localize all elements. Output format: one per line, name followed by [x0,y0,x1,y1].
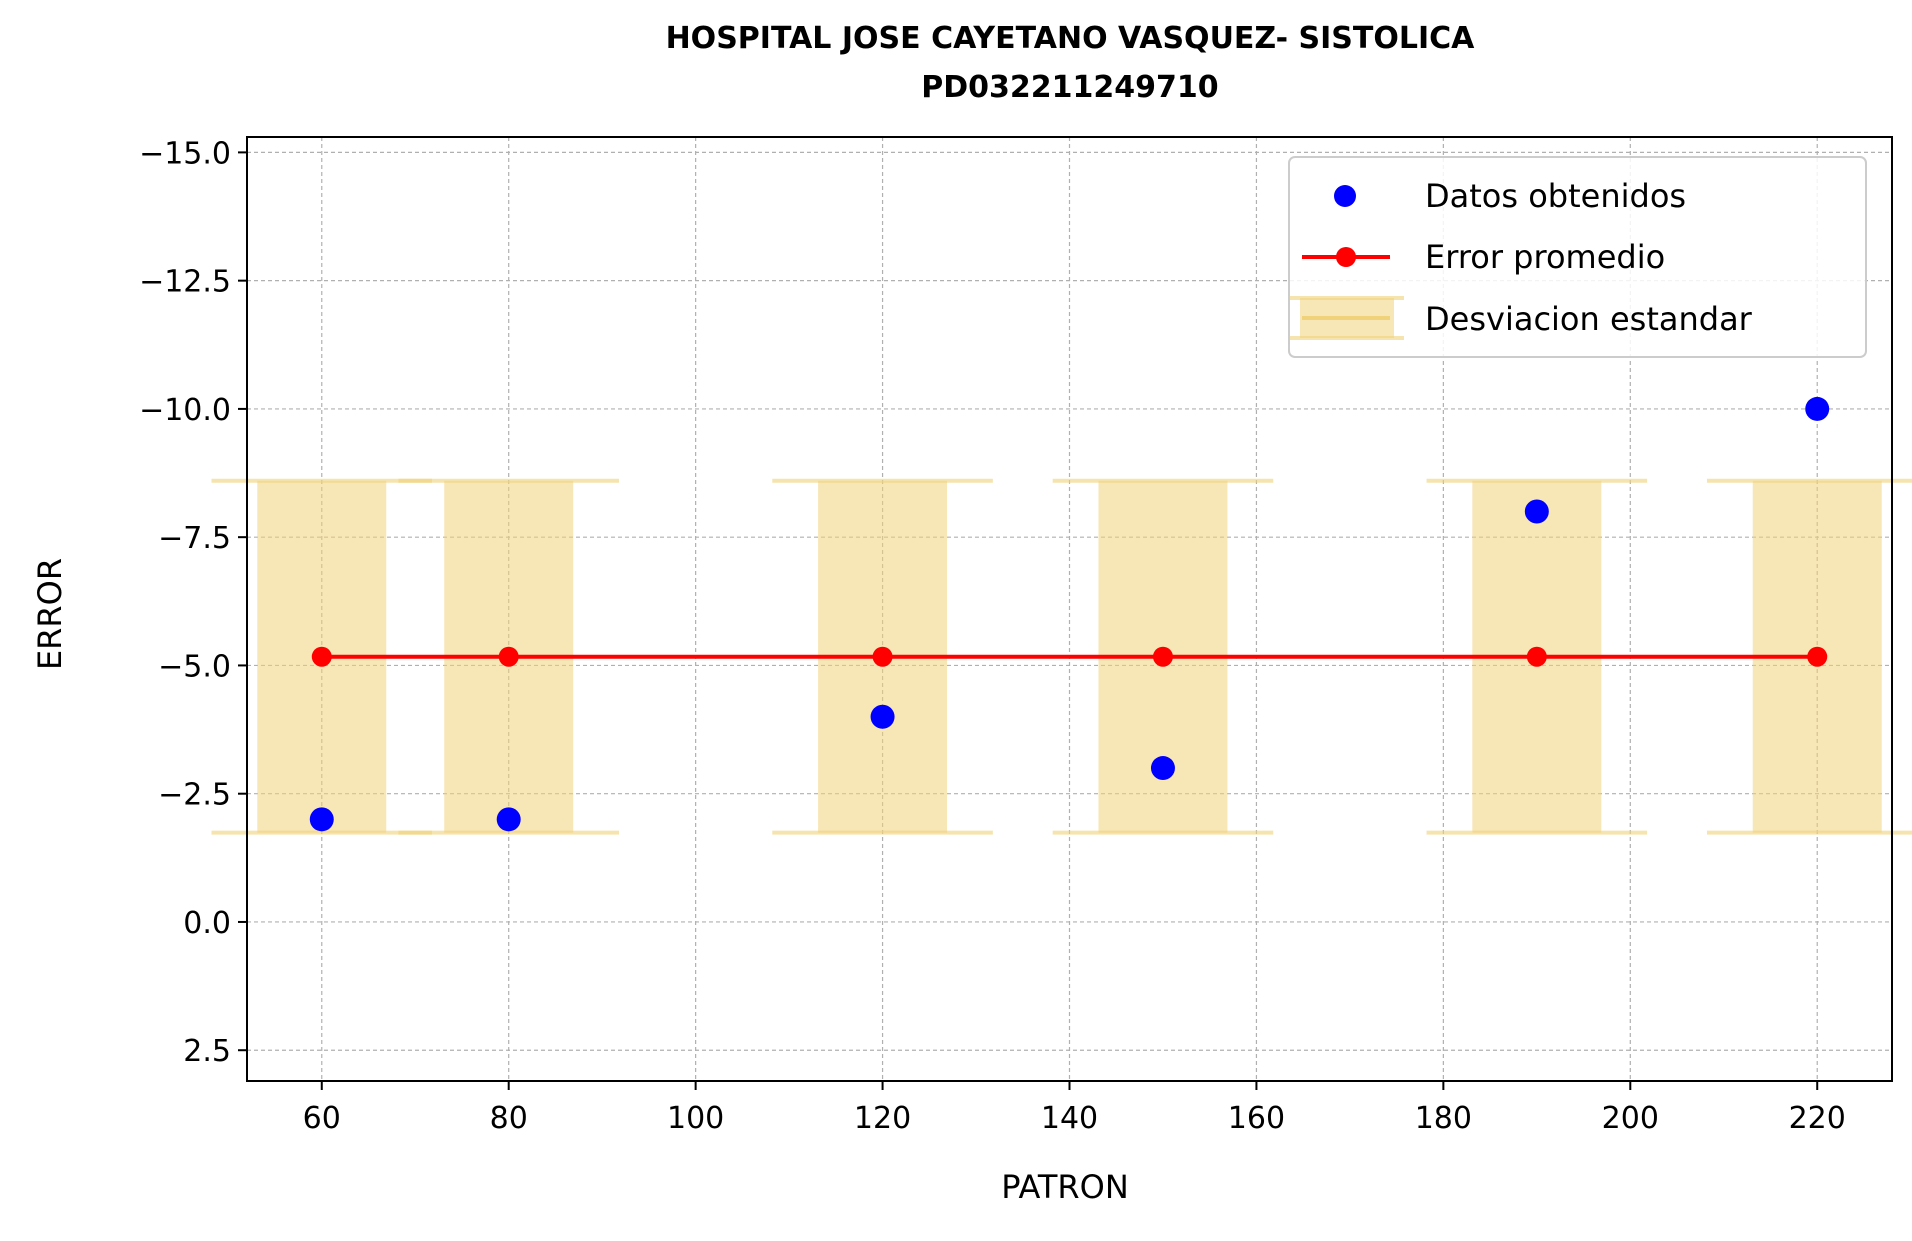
legend-label-desviacion: Desviacion estandar [1425,300,1753,338]
data-point [1805,396,1830,421]
legend-label-promedio: Error promedio [1425,238,1665,276]
average-marker [872,646,893,667]
legend-marker-datos [1334,185,1356,207]
y-tick-label: −7.5 [158,521,231,556]
average-line [311,646,1828,667]
average-marker [311,646,332,667]
x-tick-label: 100 [667,1101,724,1136]
x-tick-label: 160 [1228,1101,1285,1136]
average-marker [498,646,519,667]
x-tick-label: 80 [490,1101,528,1136]
data-point [309,807,334,832]
y-tick-label: −2.5 [158,778,231,813]
legend-marker-promedio [1336,247,1356,267]
y-tick-label: −5.0 [158,649,231,684]
y-axis: −15.0 −12.5 −10.0 −7.5 −5.0 −2.5 0.0 2.5 [139,136,247,1069]
average-marker [1152,646,1173,667]
x-tick-label: 180 [1415,1101,1472,1136]
y-tick-label: −10.0 [139,393,231,428]
average-marker [1807,646,1828,667]
data-points [309,396,1830,832]
y-tick-label: −15.0 [139,136,231,171]
legend: Datos obtenidos Error promedio Desviacio… [1288,156,1867,358]
data-point [1150,756,1175,781]
data-point [870,704,895,729]
x-tick-label: 220 [1789,1101,1846,1136]
x-tick-label: 140 [1041,1101,1098,1136]
x-tick-label: 120 [854,1101,911,1136]
x-axis-label: PATRON [1001,1168,1129,1206]
average-marker [1526,646,1547,667]
data-point [496,807,521,832]
y-axis-label: ERROR [31,558,69,670]
x-tick-label: 200 [1602,1101,1659,1136]
legend-box [1288,156,1867,358]
y-tick-label: −12.5 [139,265,231,300]
x-tick-label: 60 [303,1101,341,1136]
legend-label-datos: Datos obtenidos [1425,177,1686,215]
y-tick-label: 2.5 [183,1034,231,1069]
data-point [1524,499,1549,524]
y-tick-label: 0.0 [183,906,231,941]
chart-title-line-2: PD032211249710 [921,70,1218,105]
chart-title-line-1: HOSPITAL JOSE CAYETANO VASQUEZ- SISTOLIC… [666,21,1476,56]
x-axis: 60 80 100 120 140 160 180 200 220 [303,1081,1846,1136]
